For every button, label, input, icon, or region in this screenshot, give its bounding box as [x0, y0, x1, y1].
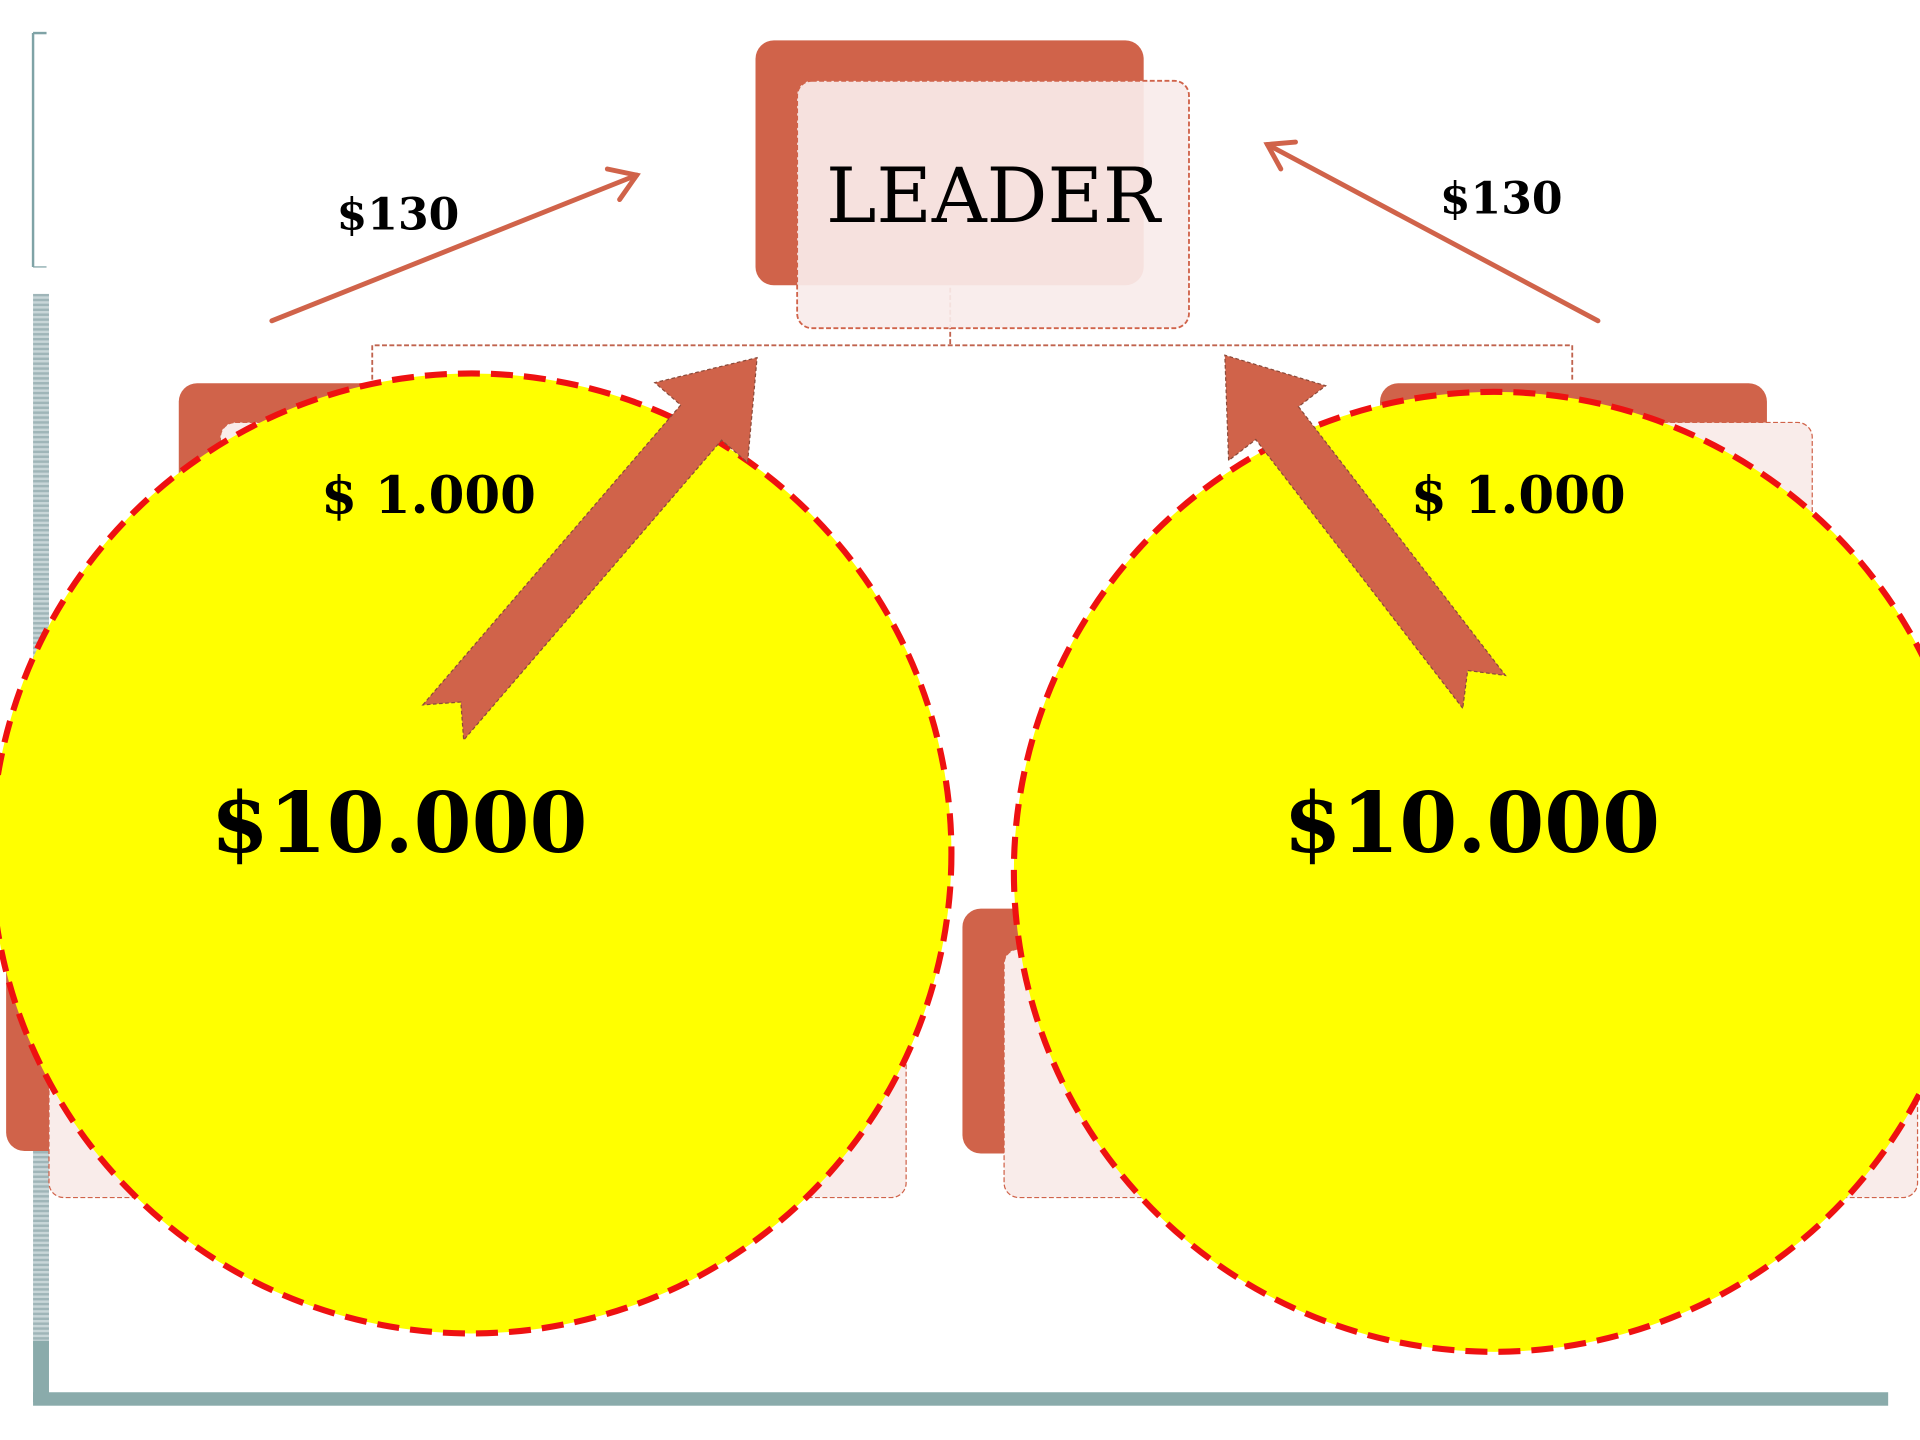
- leader-box: [796, 79, 1190, 330]
- frame-bar: [33, 1340, 49, 1403]
- amount-label: $10.000: [211, 774, 588, 872]
- flow-arrow: [421, 356, 758, 742]
- flow-arrow: [1224, 354, 1507, 710]
- group-circle: [0, 370, 955, 1337]
- frame-bar: [33, 1392, 1889, 1406]
- commission-label: $130: [337, 189, 460, 240]
- commission-arrow: [269, 139, 1601, 324]
- commission-label: $130: [1440, 174, 1563, 225]
- amount-label: $10.000: [1284, 774, 1661, 872]
- contribution-label: $ 1.000: [1411, 466, 1626, 526]
- leader-label: LEADER: [826, 152, 1162, 240]
- group-circle: [1010, 388, 1920, 1355]
- contribution-label: $ 1.000: [321, 466, 536, 526]
